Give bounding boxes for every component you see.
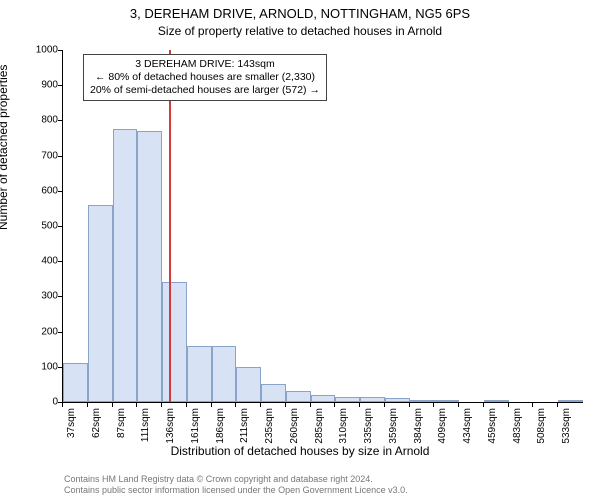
bar (410, 400, 435, 402)
bar (88, 205, 113, 402)
x-axis-label: Distribution of detached houses by size … (0, 444, 600, 458)
x-tick-label: 409sqm (437, 408, 448, 448)
callout-line-2: ← 80% of detached houses are smaller (2,… (90, 71, 320, 84)
x-tick-mark (112, 403, 113, 407)
bar (434, 400, 459, 402)
y-tick-label: 900 (18, 80, 58, 91)
x-tick-mark (211, 403, 212, 407)
x-tick-label: 434sqm (462, 408, 473, 448)
x-tick-label: 310sqm (338, 408, 349, 448)
x-tick-label: 161sqm (190, 408, 201, 448)
x-tick-label: 285sqm (314, 408, 325, 448)
x-tick-mark (186, 403, 187, 407)
x-tick-label: 260sqm (289, 408, 300, 448)
bar (286, 391, 311, 402)
title-address: 3, DEREHAM DRIVE, ARNOLD, NOTTINGHAM, NG… (0, 6, 600, 21)
x-tick-mark (532, 403, 533, 407)
x-tick-mark (433, 403, 434, 407)
bar (360, 397, 385, 402)
bar (484, 400, 509, 402)
x-tick-label: 508sqm (536, 408, 547, 448)
footer-line-1: Contains HM Land Registry data © Crown c… (64, 474, 408, 485)
x-tick-label: 533sqm (561, 408, 572, 448)
bar (113, 129, 138, 402)
title-subtitle: Size of property relative to detached ho… (0, 24, 600, 38)
x-tick-label: 359sqm (388, 408, 399, 448)
y-tick-label: 100 (18, 361, 58, 372)
x-tick-mark (62, 403, 63, 407)
x-tick-label: 87sqm (116, 408, 127, 448)
x-tick-label: 111sqm (140, 408, 151, 448)
x-tick-mark (136, 403, 137, 407)
y-axis-label: Number of detached properties (0, 65, 10, 230)
x-tick-label: 186sqm (215, 408, 226, 448)
bar (137, 131, 162, 402)
bar (558, 400, 583, 402)
reference-line (169, 50, 171, 402)
x-tick-mark (260, 403, 261, 407)
bar (162, 282, 187, 402)
bar (335, 397, 360, 402)
x-tick-mark (87, 403, 88, 407)
x-tick-label: 384sqm (413, 408, 424, 448)
x-tick-label: 211sqm (239, 408, 250, 448)
x-tick-mark (508, 403, 509, 407)
plot-area: 3 DEREHAM DRIVE: 143sqm ← 80% of detache… (62, 50, 583, 403)
x-tick-mark (235, 403, 236, 407)
y-tick-label: 500 (18, 221, 58, 232)
chart-container: 3, DEREHAM DRIVE, ARNOLD, NOTTINGHAM, NG… (0, 0, 600, 500)
bar (311, 395, 336, 402)
footer-line-2: Contains public sector information licen… (64, 485, 408, 496)
y-tick-label: 0 (18, 397, 58, 408)
x-tick-label: 483sqm (512, 408, 523, 448)
x-tick-mark (384, 403, 385, 407)
y-tick-label: 1000 (18, 45, 58, 56)
y-tick-label: 300 (18, 291, 58, 302)
y-tick-label: 600 (18, 185, 58, 196)
y-tick-label: 800 (18, 115, 58, 126)
x-tick-mark (557, 403, 558, 407)
reference-callout: 3 DEREHAM DRIVE: 143sqm ← 80% of detache… (83, 54, 327, 101)
bar (63, 363, 88, 402)
x-tick-label: 62sqm (91, 408, 102, 448)
bar (212, 346, 237, 402)
callout-line-1: 3 DEREHAM DRIVE: 143sqm (90, 58, 320, 71)
x-tick-mark (285, 403, 286, 407)
bar (187, 346, 212, 402)
bar (385, 398, 410, 402)
x-tick-label: 335sqm (363, 408, 374, 448)
y-tick-label: 700 (18, 150, 58, 161)
x-tick-mark (161, 403, 162, 407)
x-tick-label: 459sqm (487, 408, 498, 448)
bars-group (63, 50, 583, 402)
y-tick-label: 400 (18, 256, 58, 267)
x-tick-mark (359, 403, 360, 407)
x-tick-label: 136sqm (165, 408, 176, 448)
bar (236, 367, 261, 402)
x-tick-mark (483, 403, 484, 407)
x-tick-mark (334, 403, 335, 407)
x-tick-mark (409, 403, 410, 407)
y-tick-label: 200 (18, 326, 58, 337)
x-tick-label: 235sqm (264, 408, 275, 448)
footer-attribution: Contains HM Land Registry data © Crown c… (64, 474, 408, 496)
x-tick-label: 37sqm (66, 408, 77, 448)
callout-line-3: 20% of semi-detached houses are larger (… (90, 84, 320, 97)
x-tick-mark (310, 403, 311, 407)
bar (261, 384, 286, 402)
x-tick-mark (458, 403, 459, 407)
